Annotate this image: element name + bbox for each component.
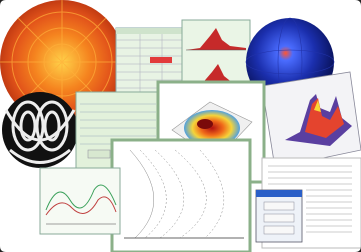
collage [0,0,361,252]
fringe-disc [2,92,78,168]
line-plot-panel [112,140,250,252]
dialog [256,190,302,242]
curve-plot [40,168,120,234]
